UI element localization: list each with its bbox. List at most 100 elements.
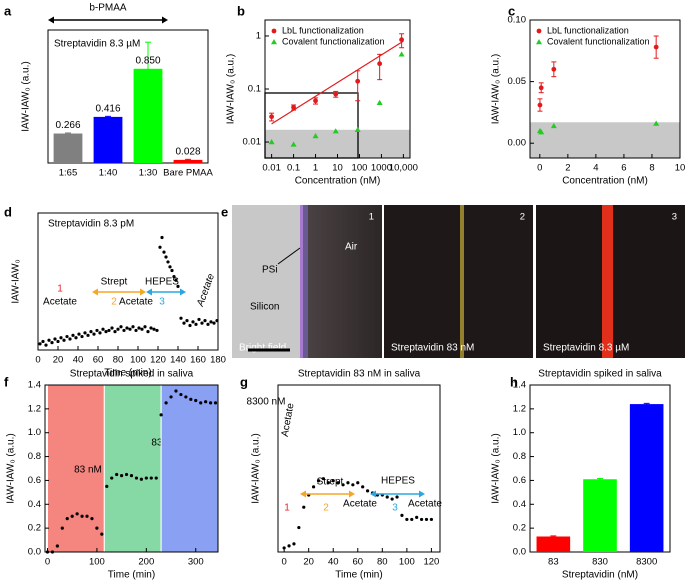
legend-label: Covalent functionalization [547,36,650,46]
point [128,327,132,331]
point [194,398,198,403]
arrow-head [349,490,355,498]
y-tick-label: 0.1 [248,84,261,95]
point [405,517,409,522]
point [536,39,542,45]
point [166,260,170,264]
point [38,342,42,346]
x-tick-label: 100 [130,355,146,366]
y-tick-label: 0.0 [28,547,41,558]
plot-frame [37,212,219,351]
x-tick-label: 20 [53,355,64,366]
point [311,485,316,489]
x-tick-label: 60 [93,355,104,366]
annotation: Streptavidin 8.3 pM [48,219,134,230]
x-tick-label: 0.01 [262,163,281,174]
point [424,517,429,522]
point [395,495,399,499]
point [101,327,105,331]
x-tick-label: 160 [190,355,206,366]
arrow-head [180,288,186,296]
image-caption: Streptavidin 8.3 µM [543,343,629,354]
y-tick-label: 0.10 [508,15,527,26]
point [95,328,99,333]
x-tick-label: 10,000 [389,163,418,174]
y-tick-label: 0.8 [28,451,41,462]
x-tick-label: 1:65 [59,168,78,179]
y-axis-label: IAW-IAW₀ (a.u.) [491,54,502,124]
panel-letter: e [221,204,228,219]
image-number: 1 [369,212,374,223]
point [361,485,365,489]
y-tick-label: 1 [256,30,261,41]
point [376,99,383,105]
point [185,319,189,323]
y-axis-label: IAW-IAW₀ (a.u.) [491,433,502,503]
point [41,339,45,344]
annotation: HEPES [381,476,415,487]
y-tick-label: 0.6 [28,475,41,486]
point [107,328,111,333]
point [95,526,99,530]
point [110,326,114,330]
annotation: Strept [317,477,344,488]
point [74,336,78,340]
point [170,268,174,273]
point [199,401,203,405]
point [179,392,183,397]
x-tick-label: 0 [281,557,286,568]
point [45,550,50,554]
annotation: Acetate [43,297,77,308]
point [653,120,660,126]
x-tick-label: 20 [303,557,314,568]
point [537,102,543,108]
y-tick-label: 0.4 [28,499,41,510]
image-stripe [602,205,613,358]
point [65,334,69,339]
point [208,401,213,405]
y-tick-label: 0.2 [28,523,41,534]
point [56,339,60,344]
x-axis-label: Time (min) [108,570,155,581]
point [125,326,129,330]
annotation: Streptavidin 8.3 µM [54,39,140,50]
region [103,384,162,553]
y-axis-label: IAW-IAW₀ [11,259,22,303]
x-tick-label: 60 [352,557,363,568]
x-tick-label: 0.1 [287,163,300,174]
point [65,517,69,521]
point [134,476,139,480]
x-tick-label: 120 [150,355,166,366]
x-tick-label: 120 [423,557,439,568]
point [149,326,153,330]
x-tick-label: 0 [45,557,50,568]
point [50,341,54,345]
y-tick-label: 1.2 [513,403,526,414]
x-tick-label: 80 [377,557,388,568]
x-tick-label: 10 [675,163,685,174]
x-tick-label: 1000 [371,163,392,174]
y-tick-label: 0.01 [243,137,262,148]
bar [629,404,664,552]
plot-frame [529,19,681,159]
x-tick-label: 83 [548,557,559,568]
x-tick-label: 40 [328,557,339,568]
image-bg [232,205,300,358]
y-tick-label: 0.4 [513,499,526,510]
point [271,39,277,45]
plot-frame [47,29,209,164]
plot-frame [44,384,219,553]
x-tick-label: 100 [352,163,368,174]
chart-title: Streptavidin spiked in saliva [538,369,662,380]
x-tick-label: 180 [210,355,226,366]
image-bg [384,205,533,358]
y-tick-label: 1.4 [513,380,526,391]
point [194,322,198,326]
point [302,505,306,509]
point [113,330,117,334]
region-label: PSi [262,265,278,276]
y-tick-label: 0.2 [513,523,526,534]
x-tick-label: 100 [399,557,415,568]
point [140,327,144,331]
arrow-head [48,16,54,24]
